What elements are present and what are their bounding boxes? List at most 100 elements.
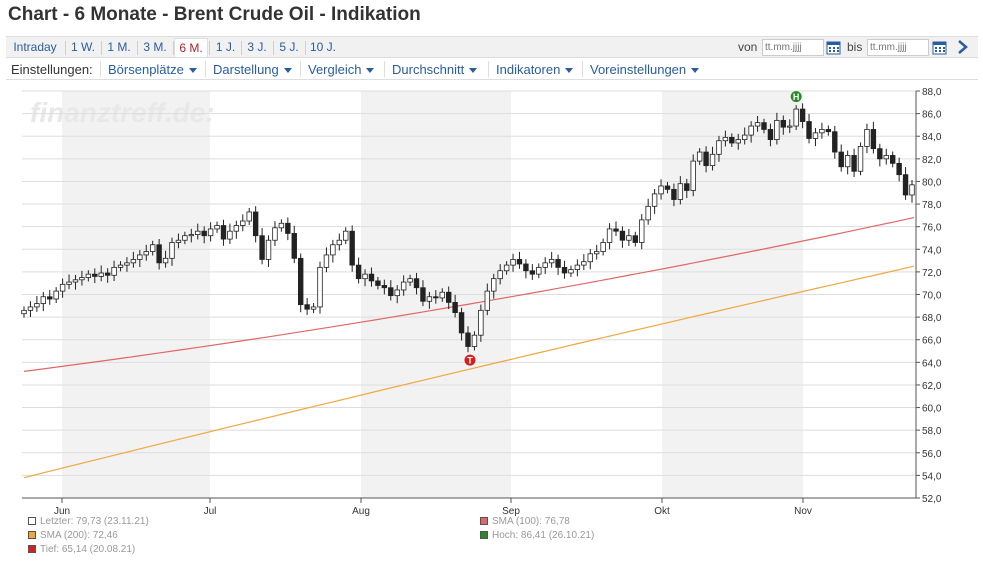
candle-body: [182, 235, 188, 241]
candle-body: [613, 228, 619, 232]
candle-body: [124, 262, 130, 266]
candle-body: [497, 270, 503, 280]
candle-body: [111, 266, 117, 276]
candle-body: [619, 230, 626, 241]
from-label: von: [738, 40, 758, 54]
y-tick-label: 72,0: [922, 268, 942, 279]
candle-body: [53, 290, 59, 300]
range-tab-2[interactable]: 1 M.: [107, 40, 131, 54]
settings-menu-4[interactable]: Indikatoren: [496, 62, 574, 77]
candle-body: [439, 291, 445, 299]
candle-body: [400, 281, 407, 291]
legend-high: Hoch: 86,41 (26.10.21): [480, 530, 594, 541]
to-label: bis: [847, 40, 863, 54]
x-tick-label: Nov: [794, 506, 812, 517]
candle-body: [806, 121, 812, 139]
candle-body: [310, 306, 317, 310]
candle-body: [754, 122, 761, 127]
candle-body: [793, 108, 799, 127]
range-tab-6[interactable]: 3 J.: [247, 40, 267, 54]
settings-menu-0[interactable]: Börsenplätze: [108, 62, 197, 77]
candle-body: [484, 290, 491, 311]
candle-body: [722, 136, 729, 142]
candle-body: [561, 266, 568, 274]
range-tab-5[interactable]: 1 J.: [215, 40, 236, 54]
candle-body: [413, 278, 420, 289]
settings-menu-3[interactable]: Durchschnitt: [392, 62, 478, 77]
candle-body: [587, 253, 593, 263]
price-chart: finanztreff.de: 52,0 54,0 56,0 58,0 60,0 62,0 6…: [21, 87, 942, 517]
legend-low: Tief: 65,14 (20.08.21): [28, 544, 135, 555]
candle-body: [278, 222, 285, 229]
page-title: Chart - 6 Monate - Brent Crude Oil - Ind…: [8, 4, 421, 25]
settings-menu-label: Vergleich: [308, 62, 362, 77]
candle-body: [458, 312, 465, 334]
chevron-down-icon: [188, 68, 197, 74]
candle-body: [690, 160, 696, 191]
menu-separator: [205, 61, 206, 77]
candle-body: [857, 145, 864, 172]
candle-body: [581, 261, 587, 266]
y-tick-label: 52,0: [922, 494, 942, 505]
sma100-line: [23, 217, 915, 372]
candle-body: [252, 211, 259, 237]
menu-separator: [300, 61, 301, 77]
candle-body: [671, 188, 677, 200]
legend-sma200-text: SMA (200): 72,46: [40, 530, 118, 541]
candle-body: [542, 262, 548, 268]
candle-body: [98, 272, 104, 277]
candle-body: [92, 273, 98, 277]
candle-body: [741, 134, 748, 141]
chevron-down-icon: [691, 68, 700, 74]
legend-sma100-swatch: [480, 517, 488, 525]
candle-body: [799, 108, 806, 122]
candle-body: [870, 129, 877, 150]
candle-body: [143, 251, 149, 256]
candle-body: [21, 309, 27, 315]
candle-body: [169, 242, 175, 259]
range-tab-7[interactable]: 5 J.: [279, 40, 299, 54]
to-calendar-icon[interactable]: [932, 40, 947, 55]
range-tab-3[interactable]: 3 M.: [143, 40, 167, 54]
candle-body: [510, 259, 516, 266]
candle-body: [909, 184, 915, 196]
sma200-line: [23, 265, 915, 479]
legend-sma200: SMA (200): 72,46: [28, 530, 118, 541]
candle-body: [780, 119, 787, 128]
range-tab-1[interactable]: 1 W.: [70, 40, 95, 54]
candle-body: [851, 155, 857, 172]
candle-body: [317, 266, 323, 308]
candle-body: [729, 136, 735, 144]
to-date-input[interactable]: [867, 39, 929, 56]
menu-separator: [488, 61, 489, 77]
chevron-down-icon: [469, 68, 478, 74]
x-tick-label: Sep: [502, 506, 520, 517]
watermark: finanztreff.de:: [30, 97, 215, 128]
from-date-input[interactable]: [762, 39, 824, 56]
x-tick-label: Jul: [204, 506, 217, 517]
settings-menu-1[interactable]: Darstellung: [213, 62, 292, 77]
candle-body: [844, 155, 851, 168]
y-tick-label: 86,0: [922, 110, 942, 121]
settings-menu-5[interactable]: Voreinstellungen: [590, 62, 700, 77]
settings-menu-label: Voreinstellungen: [590, 62, 687, 77]
range-tab-0[interactable]: Intraday: [13, 40, 57, 54]
legend-sma200-swatch: [28, 531, 36, 539]
candle-body: [233, 225, 240, 232]
candle-body: [645, 205, 651, 221]
candle-body: [696, 151, 703, 162]
low-marker-label: T: [467, 356, 473, 366]
candle-body: [188, 234, 195, 237]
candle-body: [433, 296, 439, 299]
candle-body: [832, 131, 838, 153]
chevron-right-icon[interactable]: [956, 38, 970, 56]
range-tab-8[interactable]: 10 J.: [309, 40, 336, 54]
range-tab-4[interactable]: 6 M.: [174, 38, 208, 57]
candle-body: [889, 155, 896, 164]
candle-body: [330, 244, 336, 256]
from-calendar-icon[interactable]: [826, 40, 841, 55]
candle-body: [639, 219, 645, 243]
candle-body: [201, 230, 207, 237]
settings-menu-2[interactable]: Vergleich: [308, 62, 375, 77]
candle-body: [343, 230, 349, 241]
